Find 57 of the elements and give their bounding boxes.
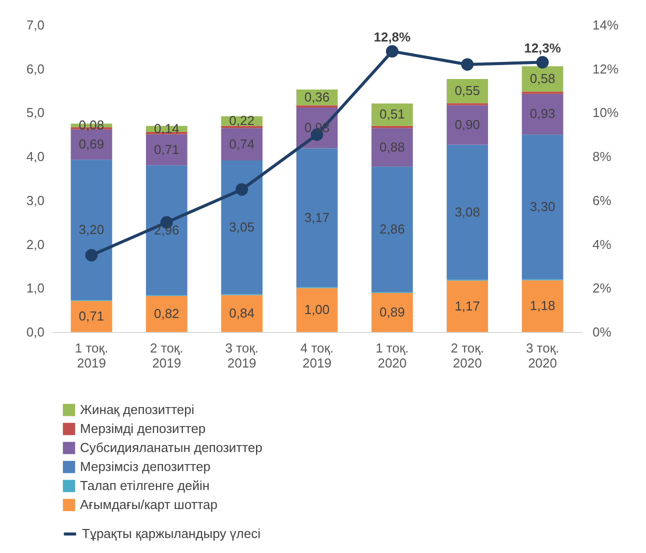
x-tick-label: 3 тоқ. 2019 [225,340,258,370]
y-tick-label: 0,0 [26,324,44,340]
y2-tick-label: 2% [592,280,612,296]
data-label: 12,3% [524,40,562,56]
y-tick-label: 6,0 [26,61,44,76]
data-label: 0,74 [229,136,254,152]
y-tick-label: 5,0 [26,105,44,120]
data-label: 0,58 [530,70,556,86]
data-label: 0,93 [530,106,556,122]
legend-label: Мерзімді депозиттер [80,421,206,436]
data-label: 0,90 [454,116,480,132]
legend-label: Ағымдағы/карт шоттар [80,497,218,512]
y2-tick-label: 6% [592,192,612,208]
data-label: 0,51 [380,106,405,122]
data-label: 2,86 [380,221,405,236]
legend-label: Тұрақты қаржыландыру үлесі [82,526,261,541]
data-label: 0,55 [454,83,480,98]
data-label: 3,17 [304,210,330,225]
x-tick-label: 3 тоқ. 2020 [526,340,560,370]
data-label: 0,71 [78,308,104,324]
data-label: 3,05 [229,219,254,234]
y2-tick-label: 8% [592,149,612,164]
legend-label: Талап етілгенге дейін [80,478,210,493]
data-label: 0,82 [154,306,180,322]
y2-tick-label: 14% [592,18,619,32]
data-label: 2,96 [154,222,180,238]
y-tick-label: 2,0 [26,236,44,252]
legend-label: Субсидияланатын депозиттер [80,440,262,455]
data-label: 3,08 [454,204,480,220]
y-tick-label: 1,0 [26,280,44,296]
data-label: 1,17 [454,298,480,314]
y2-tick-label: 10% [592,105,619,120]
data-label: 3,20 [78,222,104,237]
legend-label: Жинақ депозиттері [80,402,194,417]
y-tick-label: 7,0 [26,18,44,32]
data-label: 1,00 [304,302,330,318]
y2-tick-label: 4% [592,236,612,252]
x-tick-label: 2 тоқ. 2020 [450,340,484,370]
x-tick-label: 1 тоқ. 2019 [74,340,108,370]
x-tick-label: 4 тоқ. 2019 [300,340,334,370]
data-label: 3,30 [530,199,556,214]
data-label: 0,84 [229,306,254,321]
data-label: 0,69 [78,136,104,152]
x-tick-label: 1 тоқ. 2020 [376,340,409,370]
data-label: 1,18 [530,298,556,314]
data-label: 0,89 [380,304,405,320]
data-label: 0,36 [304,89,330,104]
y-tick-label: 4,0 [26,149,44,164]
legend-label: Мерзімсіз депозиттер [80,459,210,474]
data-label: 0,88 [380,139,405,154]
data-label: 12,8% [374,29,412,44]
data-label: 0,71 [154,142,180,157]
y2-tick-label: 0% [592,324,612,340]
y2-tick-label: 12% [592,61,619,76]
x-tick-label: 2 тоқ. 2019 [150,340,184,370]
y-tick-label: 3,0 [26,192,44,208]
data-label: 0,22 [229,113,254,128]
